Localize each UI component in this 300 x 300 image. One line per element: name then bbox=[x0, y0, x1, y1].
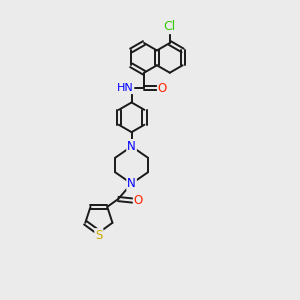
Text: HN: HN bbox=[117, 83, 134, 93]
Text: N: N bbox=[127, 177, 136, 190]
Text: S: S bbox=[95, 229, 103, 242]
Text: N: N bbox=[127, 140, 136, 153]
Text: Cl: Cl bbox=[164, 20, 176, 33]
Text: O: O bbox=[158, 82, 167, 95]
Text: O: O bbox=[134, 194, 143, 207]
